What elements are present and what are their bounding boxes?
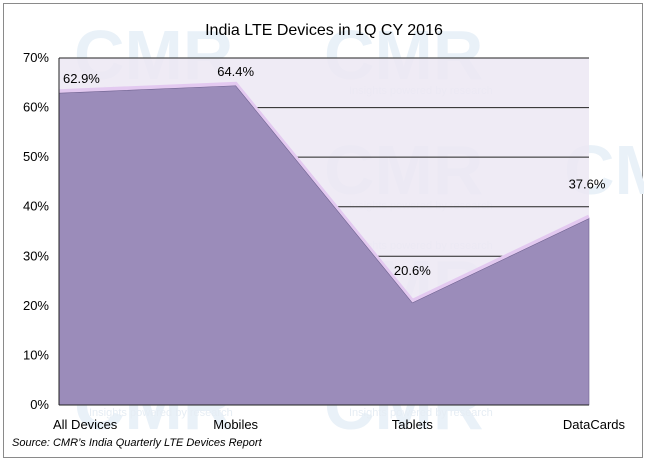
- x-tick-label-1: Mobiles: [213, 417, 258, 432]
- watermark-tagline-4: Insights powered by research: [89, 407, 233, 419]
- chart-title: India LTE Devices in 1Q CY 2016: [205, 22, 443, 39]
- chart-svg: CMRCMRCMRCMRCMRCMRCMRCMRInsights powered…: [23, 16, 644, 444]
- y-tick-label-3: 30%: [23, 248, 49, 263]
- x-tick-labels: All Devices Mobiles Tablets DataCards: [53, 417, 625, 432]
- data-label-1: 64.4%: [217, 64, 254, 79]
- x-tick-label-3: DataCards: [563, 417, 626, 432]
- y-tick-label-5: 50%: [23, 149, 49, 164]
- data-labels: 62.9% 64.4% 20.6% 37.6%: [63, 64, 606, 278]
- watermark-tagline-5: Insights powered by research: [349, 407, 493, 419]
- data-label-0: 62.9%: [63, 71, 100, 86]
- x-tick-label-2: Tablets: [392, 417, 434, 432]
- y-tick-label-6: 60%: [23, 100, 49, 115]
- x-tick-label-0: All Devices: [53, 417, 118, 432]
- y-tick-label-0: 0%: [30, 397, 49, 412]
- y-tick-label-1: 10%: [23, 347, 49, 362]
- chart-frame: CMRCMRCMRCMRCMRCMRCMRCMRInsights powered…: [3, 3, 644, 458]
- source-note: Source: CMR’s India Quarterly LTE Device…: [12, 437, 262, 449]
- y-tick-labels: 0% 10% 20% 30% 40% 50% 60% 70%: [23, 50, 49, 412]
- y-tick-label-4: 40%: [23, 199, 49, 214]
- area-series-edge: [58, 81, 590, 304]
- y-tick-label-2: 20%: [23, 298, 49, 313]
- data-label-3: 37.6%: [569, 177, 606, 192]
- y-tick-label-7: 70%: [23, 50, 49, 65]
- data-label-2: 20.6%: [394, 263, 431, 278]
